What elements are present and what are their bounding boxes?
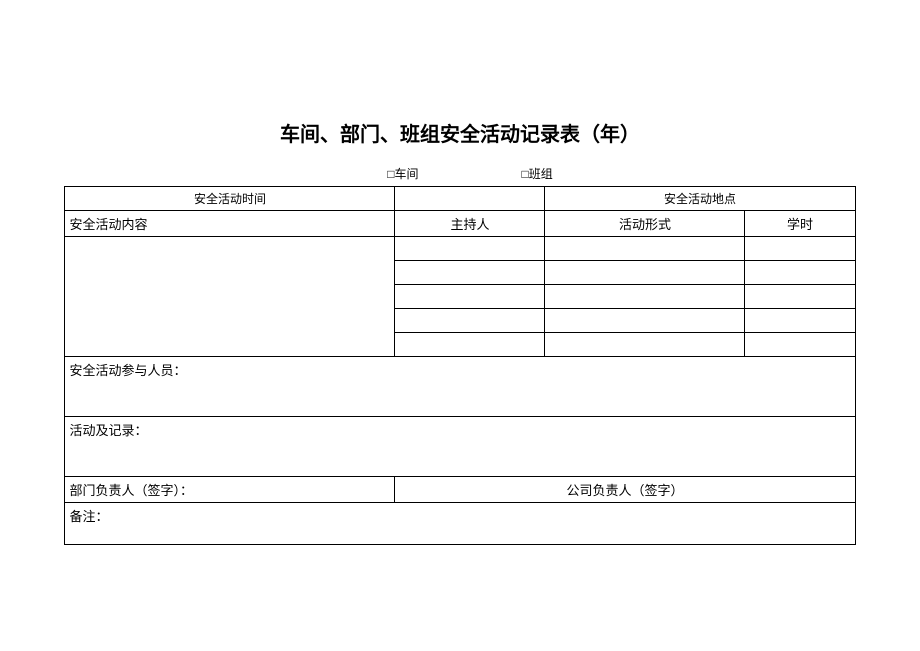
table-row: 活动及记录： [65, 417, 855, 477]
checkbox-team: □班组 [522, 165, 553, 182]
cell-empty [545, 309, 745, 333]
header-hours: 学时 [745, 211, 855, 237]
cell-empty [395, 309, 545, 333]
table-row: 安全活动时间 安全活动地点 [65, 187, 855, 211]
cell-empty [395, 333, 545, 357]
table-row: 部门负责人（签字）： 公司负责人（签字） [65, 477, 855, 503]
table-row: 安全活动内容 主持人 活动形式 学时 [65, 211, 855, 237]
record-table: 安全活动时间 安全活动地点 安全活动内容 主持人 活动形式 学时 安全活动参与人… [64, 186, 855, 545]
cell-company-sign: 公司负责人（签字） [395, 477, 855, 503]
cell-empty [745, 333, 855, 357]
cell-records: 活动及记录： [65, 417, 855, 477]
cell-empty [545, 237, 745, 261]
cell-content-area [65, 237, 395, 357]
page-title: 车间、部门、班组安全活动记录表（年） [0, 0, 920, 165]
checkbox-row: □车间 □班组 [0, 165, 920, 186]
header-activity-time: 安全活动时间 [65, 187, 395, 211]
cell-empty [745, 285, 855, 309]
cell-participants: 安全活动参与人员： [65, 357, 855, 417]
header-host: 主持人 [395, 211, 545, 237]
table-row [65, 237, 855, 261]
cell-dept-sign: 部门负责人（签字）： [65, 477, 395, 503]
cell-empty [395, 237, 545, 261]
cell-empty [545, 261, 745, 285]
header-activity-form: 活动形式 [545, 211, 745, 237]
table-row: 备注： [65, 503, 855, 545]
cell-empty [745, 309, 855, 333]
checkbox-workshop: □车间 [387, 165, 418, 182]
cell-notes: 备注： [65, 503, 855, 545]
cell-empty [545, 333, 745, 357]
cell-empty [395, 285, 545, 309]
cell-empty [395, 187, 545, 211]
cell-empty [545, 285, 745, 309]
table-row: 安全活动参与人员： [65, 357, 855, 417]
header-activity-place: 安全活动地点 [545, 187, 855, 211]
cell-empty [395, 261, 545, 285]
cell-empty [745, 261, 855, 285]
cell-empty [745, 237, 855, 261]
header-activity-content: 安全活动内容 [65, 211, 395, 237]
